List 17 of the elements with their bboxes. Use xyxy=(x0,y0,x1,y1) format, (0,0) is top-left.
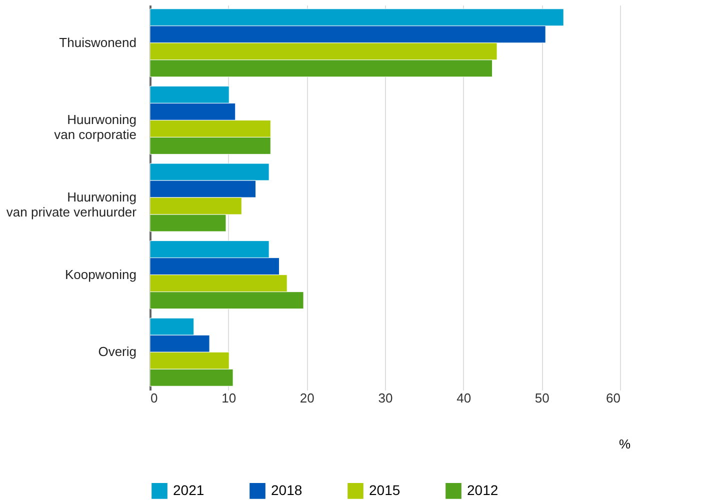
x-tick-label: 30 xyxy=(378,390,393,406)
y-tick-label: Huurwoning van private verhuurder xyxy=(6,190,138,220)
x-tick-label: 10 xyxy=(222,390,236,406)
y-tick-label: Overig xyxy=(98,344,136,360)
x-tick-label: 0 xyxy=(150,390,158,406)
y-tick-label: Koopwoning xyxy=(64,266,136,282)
legend-label: 2012 xyxy=(467,482,498,498)
y-tick-label: Huurwoning van corporatie xyxy=(54,112,136,142)
x-tick-label: 40 xyxy=(456,390,472,406)
x-tick-label: 20 xyxy=(300,390,314,406)
legend-label: 2015 xyxy=(369,482,400,498)
y-tick-label: Thuiswonend xyxy=(59,34,136,50)
legend-label: 2021 xyxy=(173,482,204,498)
legend-label: 2018 xyxy=(271,482,302,498)
x-tick-label: 60 xyxy=(606,390,620,406)
x-axis-title: % xyxy=(618,436,631,452)
x-tick-label: 50 xyxy=(534,390,550,406)
